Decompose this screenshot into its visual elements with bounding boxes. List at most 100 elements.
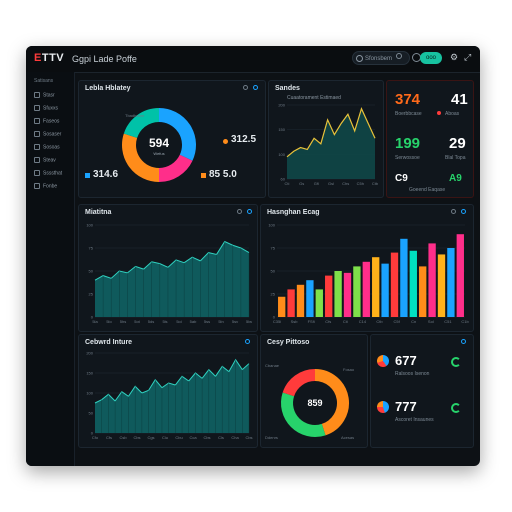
y-tick-label: 25	[89, 292, 94, 297]
area-bottom-panel: Cebwrd Inture 200 150 100 50 0 Cfo Cfs Csb Cbs Cg…	[78, 334, 258, 448]
x-tick-label: Cti	[343, 319, 348, 324]
sidebar-item[interactable]: Steav	[34, 157, 56, 165]
app-title: Ggpi Lade Poffe	[72, 54, 137, 64]
bar	[390, 252, 399, 317]
bar	[343, 272, 352, 317]
sidebar-item[interactable]: Sosaser	[34, 131, 61, 139]
x-tick-label: Csb	[119, 435, 127, 440]
legend-swatch	[85, 173, 90, 178]
search-icon	[356, 55, 363, 62]
panel-title: Cesy Pittoso	[267, 339, 310, 346]
app-logo[interactable]: ETTV	[34, 52, 64, 64]
x-tick-label: Cbs	[133, 435, 140, 440]
donut-slice	[314, 369, 349, 436]
donut-label: Fosao	[343, 367, 355, 372]
y-tick-label: 50	[89, 269, 94, 274]
refresh-icon[interactable]	[451, 357, 461, 367]
panel-title: Lebla Hblatey	[85, 85, 131, 92]
sidebar-item[interactable]: Fonbe	[34, 183, 57, 191]
x-tick-label: Ctb	[376, 319, 383, 324]
settings-icon[interactable]: ⚙	[450, 52, 459, 62]
expand-icon[interactable]: ⤢	[464, 52, 472, 62]
bar	[400, 238, 408, 317]
logo-prefix: E	[34, 52, 42, 64]
search-input[interactable]: Sfonsbem	[352, 51, 410, 65]
x-tick-label: 5ls	[162, 319, 167, 324]
kpi-label: Goeend Eaqase	[409, 187, 446, 193]
bar	[362, 261, 370, 317]
x-tick-label: Cfs	[325, 319, 331, 324]
info-icon[interactable]	[237, 209, 242, 214]
donut-slice	[158, 154, 193, 182]
kpi-value: 374	[395, 91, 421, 108]
x-tick-label: Cn	[411, 319, 416, 324]
donut-bottom-chart: 859 Cbanae Fosao Ddenrs Acesas	[265, 363, 355, 440]
sidebar-item[interactable]: Stasr	[34, 92, 55, 100]
expand-icon[interactable]	[253, 85, 258, 90]
y-tick-label: 100	[86, 223, 93, 228]
x-tick-label: 5lo	[106, 319, 112, 324]
donut-slice	[281, 392, 326, 437]
x-tick-label: Cls	[218, 435, 224, 440]
x-tick-label: 5ss	[204, 319, 210, 324]
stat-value: 777	[395, 399, 417, 414]
gear-icon	[34, 183, 40, 189]
kpi-label: Blal Topa	[445, 155, 466, 161]
sidebar-item[interactable]: Faseos	[34, 118, 59, 126]
y-tick-label: 200	[278, 103, 285, 108]
y-tick-label: 150	[278, 127, 285, 132]
x-tick-label: Gsl	[328, 181, 334, 186]
stats-panel: 677 Ralsoos Isenon 777 Ascoret Insaunes	[370, 334, 474, 448]
expand-icon[interactable]	[461, 209, 466, 214]
kpi-value: 41	[451, 91, 468, 108]
y-tick-label: 100	[278, 152, 285, 157]
x-tick-label: Cca	[189, 435, 197, 440]
y-tick-label: 25	[271, 292, 276, 297]
y-tick-label: 0	[91, 315, 94, 320]
mail-icon	[34, 157, 40, 163]
info-icon[interactable]	[243, 85, 248, 90]
avatar	[377, 355, 389, 367]
expand-icon[interactable]	[461, 339, 466, 344]
legend-swatch	[223, 139, 228, 144]
bar	[296, 284, 305, 317]
x-tick-label: Ssb	[291, 319, 299, 324]
donut-label: Ddenrs	[265, 435, 278, 440]
legend-swatch	[201, 173, 206, 178]
stat-label: Ralsoos Isenon	[395, 371, 430, 377]
expand-icon[interactable]	[245, 339, 250, 344]
donut-slice	[122, 133, 160, 182]
kpi-value: 29	[449, 135, 466, 152]
status-pill[interactable]: ooo	[420, 52, 442, 64]
area-fill	[95, 359, 249, 433]
bar	[419, 266, 427, 317]
user-icon	[34, 131, 40, 137]
top-bar: ETTV Ggpi Lade Poffe Sfonsbem ooo ⚙ ⤢	[26, 46, 480, 73]
bar	[306, 280, 314, 317]
x-tick-label: Cti	[285, 181, 290, 186]
donut-slice	[123, 108, 160, 139]
x-tick-label: Cgs	[147, 435, 154, 440]
stat-label: Ascoret Insaunes	[395, 417, 434, 423]
bar	[315, 289, 323, 317]
sidebar-item[interactable]: Sfuxxs	[34, 105, 58, 113]
x-tick-label: 5sv	[232, 319, 238, 324]
y-tick-label: 150	[86, 371, 93, 376]
x-tick-label: Ciu	[162, 435, 168, 440]
x-tick-label: 5lw	[246, 319, 252, 324]
x-tick-label: 5oi	[176, 319, 181, 324]
sidebar-item[interactable]: Ssssthat	[34, 170, 62, 178]
y-tick-label: 50	[271, 269, 276, 274]
home-icon	[34, 92, 40, 98]
bar	[447, 248, 455, 317]
x-tick-label: 5ot	[134, 319, 140, 324]
x-tick-label: Gs	[299, 181, 304, 186]
notification-icon[interactable]	[396, 53, 402, 59]
info-icon[interactable]	[451, 209, 456, 214]
sidebar-item[interactable]: Sosoas	[34, 144, 60, 152]
kpi-label: Boerbbcase	[395, 111, 422, 117]
refresh-icon[interactable]	[451, 403, 461, 413]
expand-icon[interactable]	[247, 209, 252, 214]
